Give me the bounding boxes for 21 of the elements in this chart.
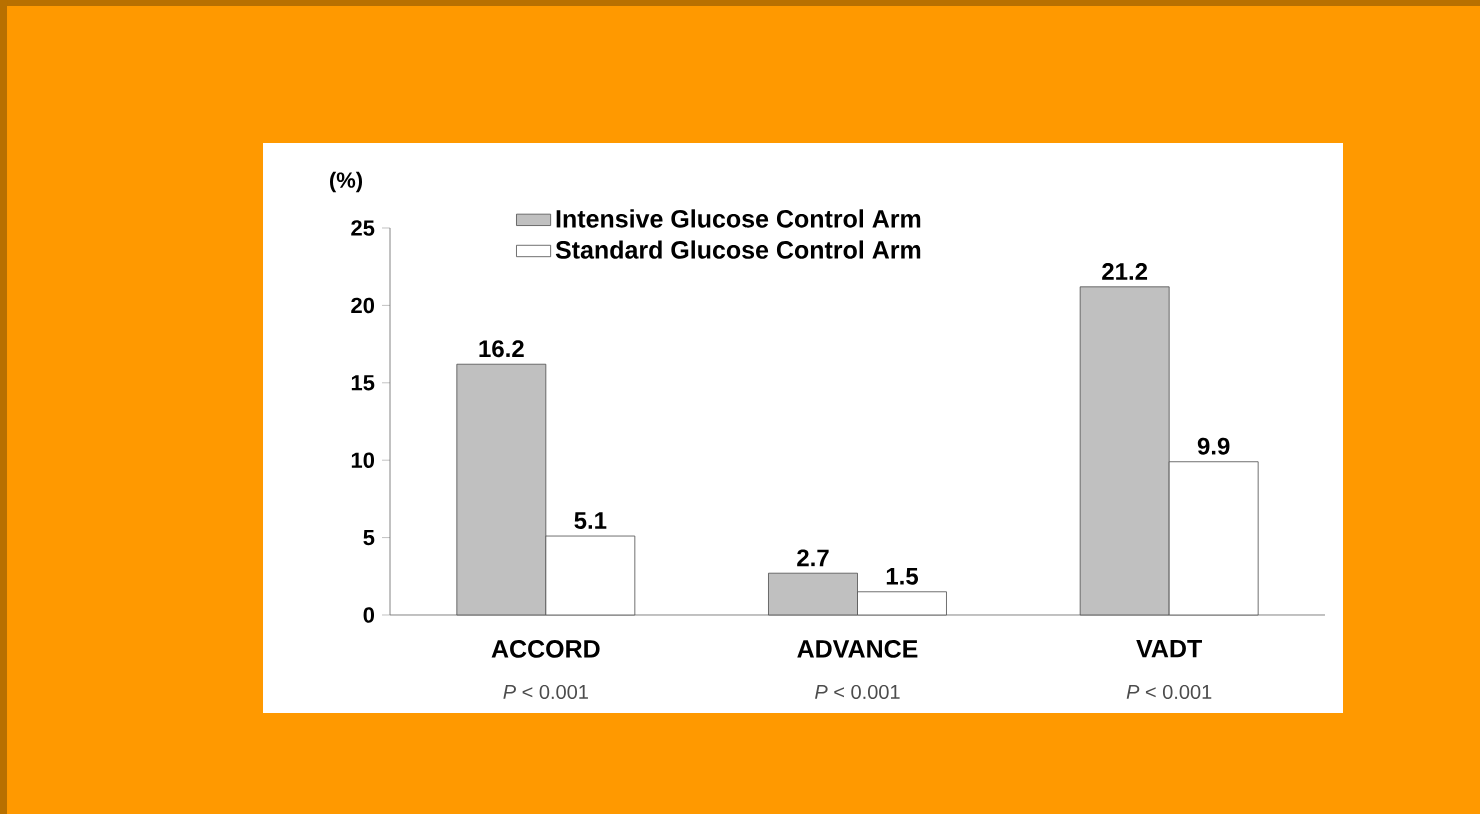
y-tick-label: 15	[351, 375, 375, 391]
y-tick-label: 0	[363, 607, 375, 623]
y-axis-title: (%)	[330, 171, 363, 193]
data-label: 16.2	[479, 340, 524, 358]
x-tick-label: VADT	[1136, 640, 1202, 658]
text: P < 0.001	[503, 684, 588, 700]
legend-label: Intensive Glucose Control Arm	[556, 209, 921, 228]
data-label: 9.9	[1197, 437, 1230, 455]
x-tick-label: ACCORD	[491, 640, 600, 658]
legend-label: Standard Glucose Control Arm	[555, 240, 921, 259]
data-label: 21.2	[1102, 263, 1148, 280]
y-tick-label: 20	[351, 297, 375, 314]
data-label: 2.7	[797, 549, 829, 567]
y-tick-label: 5	[363, 529, 375, 546]
text: P < 0.001	[1126, 684, 1212, 700]
text: P < 0.001	[815, 684, 900, 700]
data-label: 1.5	[886, 567, 919, 585]
y-tick-label: 25	[351, 220, 375, 236]
y-tick-label: 10	[351, 452, 375, 468]
x-tick-label: ADVANCE	[797, 640, 918, 658]
data-label: 5.1	[574, 512, 607, 529]
